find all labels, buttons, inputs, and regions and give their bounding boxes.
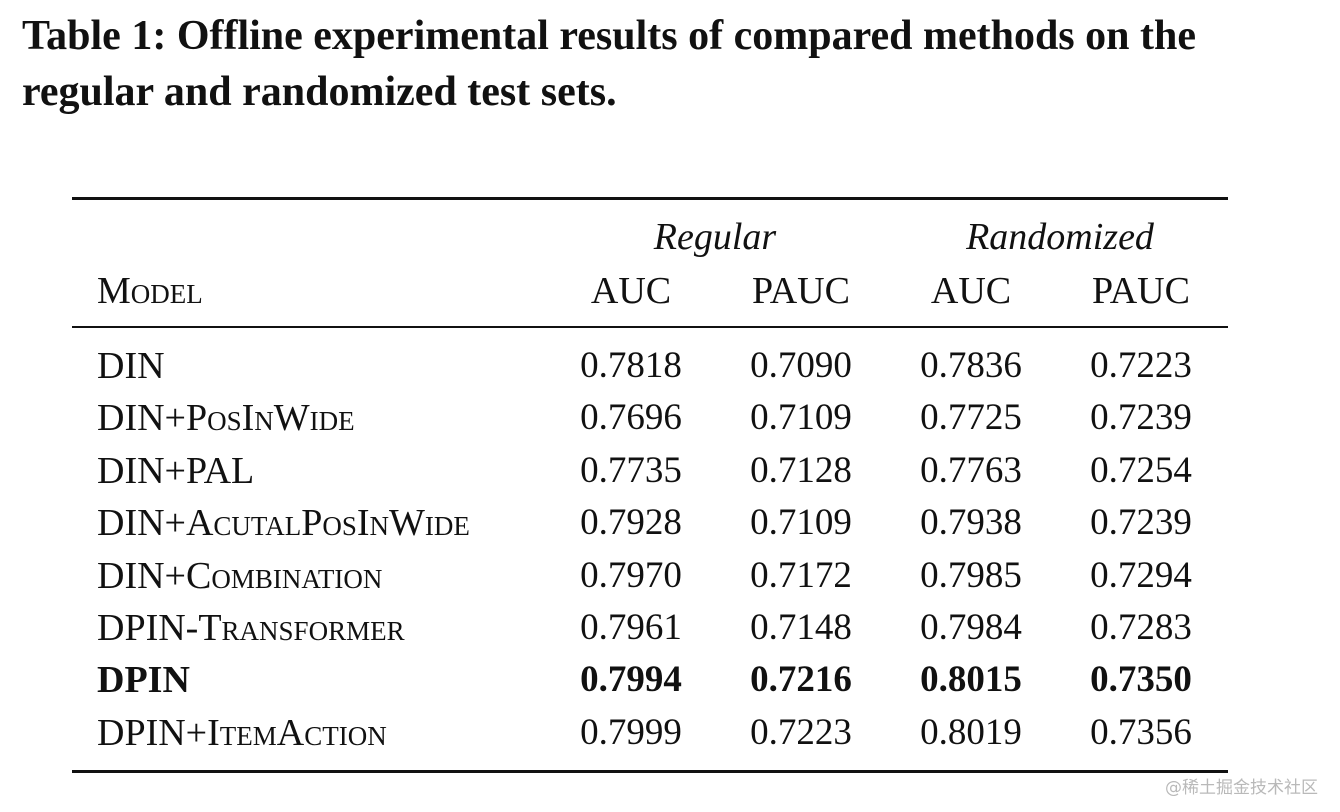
table-cell: 0.7109 xyxy=(750,397,852,439)
model-name: DIN+Combination xyxy=(97,550,382,602)
table-cell: 0.7928 xyxy=(580,502,682,544)
watermark: @稀土掘金技术社区 xyxy=(1165,778,1318,798)
model-name: DPIN+ItemAction xyxy=(97,707,387,759)
table-cell: 0.7254 xyxy=(1090,449,1192,491)
model-name: DPIN-Transformer xyxy=(97,602,405,654)
table-cell: 0.7818 xyxy=(580,345,682,386)
table-cell: 0.7961 xyxy=(580,607,682,648)
table-cell: 0.7735 xyxy=(580,449,682,491)
table-cell: 0.7696 xyxy=(580,397,682,439)
model-name: DIN+PosInWide xyxy=(97,392,355,444)
model-name-base: DPIN xyxy=(97,659,190,702)
table-cell: 0.7239 xyxy=(1090,502,1192,544)
table-cell: 0.7239 xyxy=(1090,397,1192,439)
model-column-header: Model xyxy=(97,270,203,312)
table-cell: 0.7172 xyxy=(750,554,852,596)
model-name-suffix: Transformer xyxy=(198,607,405,649)
table-row: DIN+Combination 0.7970 0.7172 0.7985 0.7294 xyxy=(0,550,1340,602)
group-header-randomized: Randomized xyxy=(966,216,1154,258)
model-name: DIN+PAL xyxy=(97,445,254,497)
table-cell: 0.7223 xyxy=(1090,345,1192,386)
table-cell: 0.7283 xyxy=(1090,607,1192,648)
table-cell: 0.7350 xyxy=(1090,659,1192,701)
table-cell: 0.7938 xyxy=(920,502,1022,544)
model-name-suffix: Combination xyxy=(185,554,383,597)
model-name-base: DIN+ xyxy=(97,554,186,597)
table-cell: 0.7999 xyxy=(580,711,682,753)
column-header-randomized-pauc: PAUC xyxy=(1092,270,1190,312)
column-header-regular-auc: AUC xyxy=(590,270,672,312)
table-cell: 0.7836 xyxy=(920,345,1022,386)
table-caption: Table 1: Offline experimental results of… xyxy=(22,13,1196,115)
table-cell: 0.7725 xyxy=(920,397,1022,439)
table-cell: 0.8019 xyxy=(920,711,1022,753)
model-name: DIN+AcutalPosInWide xyxy=(97,497,470,549)
table-cell: 0.7128 xyxy=(750,449,852,491)
table-row: DIN+PosInWide 0.7696 0.7109 0.7725 0.7239 xyxy=(0,392,1340,444)
table-cell: 0.7294 xyxy=(1090,554,1192,596)
model-name-base: DIN+ xyxy=(97,397,186,440)
table-row: DPIN+ItemAction 0.7999 0.7223 0.8019 0.7356 xyxy=(0,707,1340,759)
table-cell: 0.7148 xyxy=(750,607,852,648)
model-name-suffix: AcutalPosInWide xyxy=(185,502,470,545)
model-name: DIN xyxy=(97,340,165,392)
table-row: DIN+AcutalPosInWide 0.7928 0.7109 0.7938 0.7… xyxy=(0,497,1340,549)
column-header-randomized-auc: AUC xyxy=(930,270,1012,312)
table-cell: 0.7984 xyxy=(920,607,1022,648)
header-rule xyxy=(72,326,1228,328)
table-cell: 0.7216 xyxy=(750,659,852,701)
model-name: DPIN xyxy=(97,654,190,706)
model-name-suffix: PosInWide xyxy=(185,397,355,440)
model-name-base: DIN+PAL xyxy=(97,449,255,492)
bottom-rule xyxy=(72,770,1228,773)
model-name-base: DPIN+ xyxy=(97,711,208,754)
model-name-base: DIN xyxy=(97,345,165,387)
table-cell: 0.7763 xyxy=(920,449,1022,491)
table-cell: 0.7356 xyxy=(1090,711,1192,753)
table-cell: 0.7109 xyxy=(750,502,852,544)
table-row: DIN+PAL 0.7735 0.7128 0.7763 0.7254 xyxy=(0,445,1340,497)
model-name-suffix: ItemAction xyxy=(207,711,387,754)
model-name-base: DPIN- xyxy=(97,607,199,649)
table-row: DPIN 0.7994 0.7216 0.8015 0.7350 xyxy=(0,654,1340,706)
table-cell: 0.7985 xyxy=(920,554,1022,596)
table-cell: 0.7970 xyxy=(580,554,682,596)
table-cell: 0.7090 xyxy=(750,345,852,386)
model-name-base: DIN+ xyxy=(97,502,186,545)
table-cell: 0.7994 xyxy=(580,659,682,701)
table-cell: 0.8015 xyxy=(920,659,1022,701)
table-cell: 0.7223 xyxy=(750,711,852,753)
column-header-regular-pauc: PAUC xyxy=(752,270,850,312)
group-header-regular: Regular xyxy=(653,216,777,258)
top-rule xyxy=(72,197,1228,200)
table-row: DIN 0.7818 0.7090 0.7836 0.7223 xyxy=(0,340,1340,392)
table-row: DPIN-Transformer 0.7961 0.7148 0.7984 0.7283 xyxy=(0,602,1340,654)
